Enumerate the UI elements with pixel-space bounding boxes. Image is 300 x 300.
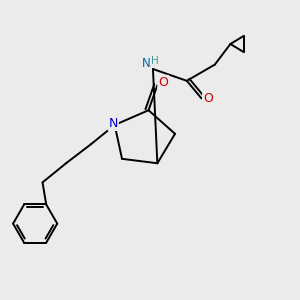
Text: O: O	[158, 76, 168, 89]
Text: O: O	[203, 92, 213, 105]
Text: N: N	[142, 57, 151, 70]
Text: H: H	[152, 56, 159, 66]
Text: N: N	[109, 117, 118, 130]
